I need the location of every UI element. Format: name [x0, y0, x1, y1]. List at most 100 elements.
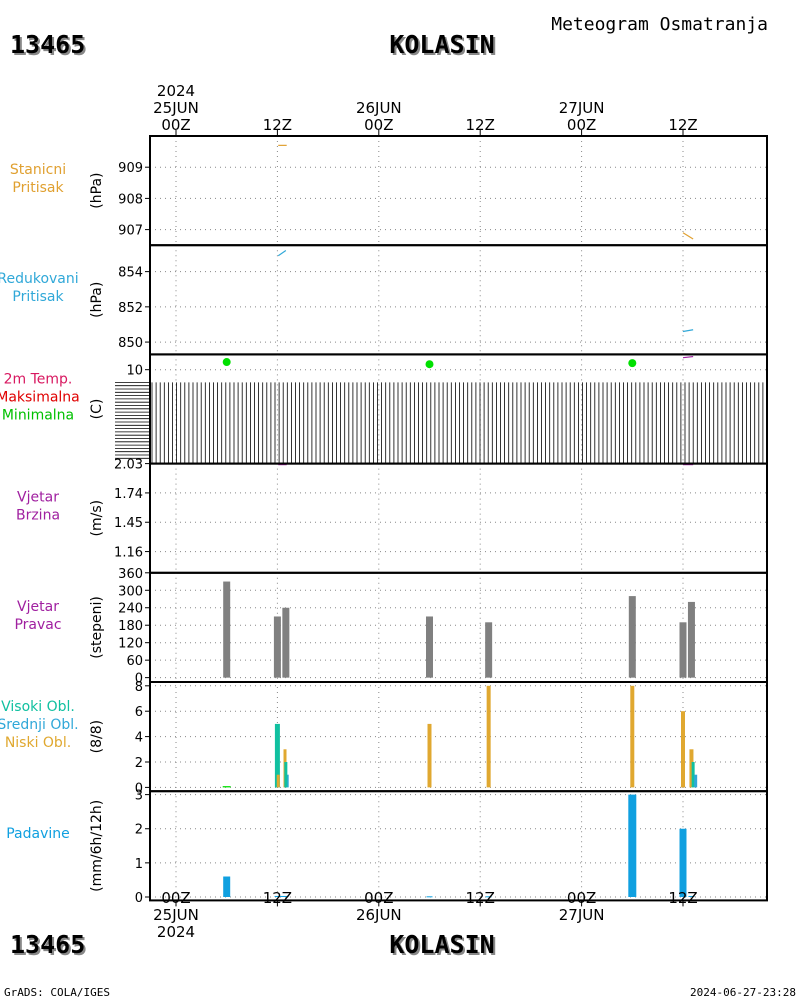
- bar: [276, 774, 280, 788]
- time-label-top: 2024: [157, 82, 195, 100]
- series-label: Niski Obl.: [5, 735, 71, 751]
- series-label: Visoki Obl.: [1, 699, 75, 715]
- unit-label: (C): [89, 399, 105, 420]
- bar: [427, 723, 432, 788]
- bar: [687, 601, 695, 678]
- y-tick-label: 1.16: [114, 546, 143, 561]
- bar: [694, 774, 698, 788]
- series-label: 2m Temp.: [4, 371, 73, 387]
- panel-frame: [149, 462, 768, 574]
- y-tick-label: 6: [135, 705, 143, 720]
- y-tick-label: 4: [135, 731, 143, 746]
- footer-right: 2024-06-27-23:28: [690, 986, 796, 999]
- bar: [284, 761, 288, 788]
- series-label: Stanicni: [10, 162, 66, 178]
- time-label-bottom: 2024: [157, 923, 195, 941]
- panel-frame: [149, 571, 768, 683]
- panel-station_pressure: 909 908 907 (hPa) Stanicni Pritisak: [10, 135, 768, 247]
- y-tick-label: 909: [118, 161, 143, 176]
- panel-frame: [149, 681, 768, 793]
- station-id-bottom-shadow: 13465: [12, 932, 87, 961]
- time-label-bottom: 00Z: [364, 889, 393, 907]
- panel-frame: [149, 135, 768, 247]
- chart-panels: 909 908 907 (hPa) Stanicni Pritisak 854 852 850 (…: [0, 130, 768, 907]
- bar: [688, 895, 695, 897]
- bar: [691, 761, 695, 788]
- series-label: Redukovani: [0, 271, 79, 287]
- y-tick-label: 908: [118, 192, 143, 207]
- unit-label: (m/s): [89, 500, 105, 537]
- time-label-top: 12Z: [263, 116, 292, 134]
- bar: [274, 723, 280, 788]
- y-tick-label: 852: [118, 301, 143, 316]
- time-label-top: 00Z: [364, 116, 393, 134]
- series-label: Vjetar: [17, 599, 59, 615]
- y-tick-label: 0: [135, 781, 143, 796]
- unit-label: (8/8): [89, 720, 105, 753]
- y-tick-label: 2: [135, 756, 143, 771]
- y-tick-label: 2.03: [114, 458, 143, 473]
- y-tick-label: 850: [118, 336, 143, 351]
- panel-reduced_pressure: 854 852 850 (hPa) Redukovani Pritisak: [0, 244, 768, 356]
- time-label-bottom: 00Z: [567, 889, 596, 907]
- unit-label: (hPa): [89, 172, 105, 208]
- bar: [222, 786, 231, 788]
- y-tick-label: 2: [135, 823, 143, 838]
- bar: [223, 876, 231, 897]
- unit-label: (stepeni): [89, 596, 105, 659]
- series-label: Minimalna: [2, 407, 74, 423]
- header-bottom: 13465 13465 KOLASIN KOLASIN: [10, 930, 497, 961]
- y-tick-label: 10: [126, 364, 143, 379]
- y-tick-label: 3: [135, 789, 143, 804]
- y-tick-label: 60: [126, 654, 143, 669]
- time-label-bottom: 00Z: [161, 889, 190, 907]
- time-label-top: 00Z: [161, 116, 190, 134]
- bar: [274, 895, 289, 897]
- series-label: Pritisak: [12, 289, 64, 305]
- time-label-top: 00Z: [567, 116, 596, 134]
- bar: [485, 622, 493, 678]
- y-tick-label: 120: [118, 637, 143, 652]
- time-label-bottom: 12Z: [466, 889, 495, 907]
- meteogram-title: Meteogram Osmatranja: [551, 14, 768, 35]
- bar: [679, 828, 687, 897]
- bar: [630, 685, 635, 788]
- y-tick-label: 300: [118, 584, 143, 599]
- time-label-top: 12Z: [466, 116, 495, 134]
- series-label: Pritisak: [12, 180, 64, 196]
- panel-frame: [149, 244, 768, 356]
- time-label-bottom: 25JUN: [153, 906, 199, 924]
- header-top: 13465 13465 KOLASIN KOLASIN: [10, 30, 497, 61]
- y-tick-label: 8: [135, 680, 143, 695]
- time-label-top: 12Z: [668, 116, 697, 134]
- unit-label: (hPa): [89, 282, 105, 318]
- time-label-bottom: 27JUN: [559, 906, 605, 924]
- bar: [681, 711, 685, 788]
- station-id-bottom: 13465: [10, 930, 85, 959]
- bar: [679, 622, 687, 678]
- panel-temperature: 10 (C) 2m Temp. Maksimalna Minimalna: [0, 353, 768, 465]
- time-label-top: 25JUN: [153, 99, 199, 117]
- bar: [273, 616, 281, 678]
- series-label: Pravac: [14, 617, 61, 633]
- station-id-top-fg: 13465: [10, 30, 85, 59]
- panel-frame: [149, 790, 768, 902]
- y-tick-label: 907: [118, 224, 143, 239]
- bar: [282, 607, 290, 678]
- bar: [426, 616, 433, 678]
- station-name-top: KOLASIN: [389, 30, 494, 59]
- min-temp-marker: [628, 359, 637, 368]
- time-label-top: 27JUN: [559, 99, 605, 117]
- panel-wind_speed: 2.03 1.74 1.45 1.16 (m/s) Vjetar Brzina: [16, 458, 768, 574]
- min-temp-marker: [222, 358, 231, 367]
- time-ticks: [175, 130, 684, 907]
- y-tick-label: 180: [118, 619, 143, 634]
- series-label: Padavine: [6, 826, 70, 842]
- series-label: Maksimalna: [0, 389, 80, 405]
- panel-clouds: 8 6 4 2 0 (8/8) Visoki Obl. Srednji Obl. Niski O…: [0, 680, 768, 796]
- time-label-bottom: 12Z: [263, 889, 292, 907]
- bar: [628, 596, 636, 678]
- y-tick-label: 0: [135, 891, 143, 906]
